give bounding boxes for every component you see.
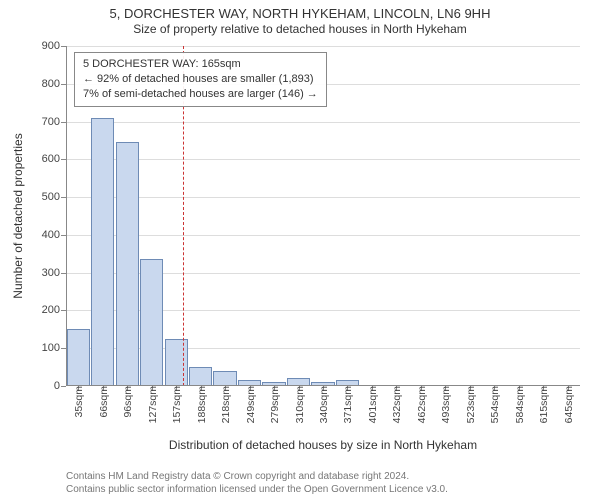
ytick-label: 300	[42, 267, 66, 279]
grid-line	[66, 46, 580, 47]
y-axis-label: Number of detached properties	[11, 133, 25, 298]
xtick-label: 432sqm	[389, 386, 403, 423]
y-axis-line	[66, 46, 67, 386]
footer-line1: Contains HM Land Registry data © Crown c…	[66, 470, 448, 483]
ytick-label: 400	[42, 229, 66, 241]
info-box-line3: 7% of semi-detached houses are larger (1…	[83, 87, 318, 102]
x-axis-label: Distribution of detached houses by size …	[169, 438, 477, 452]
xtick-label: 584sqm	[512, 386, 526, 423]
xtick-label: 96sqm	[120, 386, 134, 418]
xtick-label: 127sqm	[145, 386, 159, 423]
ytick-label: 900	[42, 40, 66, 52]
xtick-label: 645sqm	[561, 386, 575, 423]
xtick-label: 554sqm	[487, 386, 501, 423]
grid-line	[66, 235, 580, 236]
xtick-label: 340sqm	[316, 386, 330, 423]
xtick-label: 310sqm	[292, 386, 306, 423]
ytick-label: 800	[42, 78, 66, 90]
histogram-bar	[140, 259, 163, 386]
ytick-label: 200	[42, 304, 66, 316]
x-axis-line	[66, 385, 580, 386]
xtick-label: 35sqm	[71, 386, 85, 418]
xtick-label: 279sqm	[267, 386, 281, 423]
xtick-label: 493sqm	[438, 386, 452, 423]
xtick-label: 249sqm	[243, 386, 257, 423]
xtick-label: 188sqm	[194, 386, 208, 423]
histogram-bar	[189, 367, 212, 386]
xtick-label: 615sqm	[536, 386, 550, 423]
info-box-line1: 5 DORCHESTER WAY: 165sqm	[83, 57, 318, 72]
xtick-label: 218sqm	[218, 386, 232, 423]
chart-container: 5, DORCHESTER WAY, NORTH HYKEHAM, LINCOL…	[0, 0, 600, 500]
footer-attribution: Contains HM Land Registry data © Crown c…	[66, 470, 448, 496]
info-box-line2: ← 92% of detached houses are smaller (1,…	[83, 72, 318, 87]
xtick-label: 371sqm	[340, 386, 354, 423]
histogram-bar	[116, 142, 139, 386]
xtick-label: 157sqm	[169, 386, 183, 423]
ytick-label: 500	[42, 191, 66, 203]
grid-line	[66, 122, 580, 123]
info-box: 5 DORCHESTER WAY: 165sqm← 92% of detache…	[74, 52, 327, 107]
xtick-label: 523sqm	[463, 386, 477, 423]
grid-line	[66, 197, 580, 198]
histogram-bar	[213, 371, 236, 386]
ytick-label: 0	[54, 380, 66, 392]
grid-line	[66, 159, 580, 160]
ytick-label: 700	[42, 116, 66, 128]
xtick-label: 66sqm	[96, 386, 110, 418]
histogram-bar	[67, 329, 90, 386]
xtick-label: 401sqm	[365, 386, 379, 423]
ytick-label: 100	[42, 342, 66, 354]
histogram-bar	[165, 339, 188, 386]
ytick-label: 600	[42, 153, 66, 165]
chart-title-line1: 5, DORCHESTER WAY, NORTH HYKEHAM, LINCOL…	[0, 0, 600, 22]
footer-line2: Contains public sector information licen…	[66, 483, 448, 496]
plot-area: 010020030040050060070080090035sqm66sqm96…	[66, 46, 580, 386]
chart-title-line2: Size of property relative to detached ho…	[0, 22, 600, 36]
xtick-label: 462sqm	[414, 386, 428, 423]
histogram-bar	[91, 118, 114, 386]
